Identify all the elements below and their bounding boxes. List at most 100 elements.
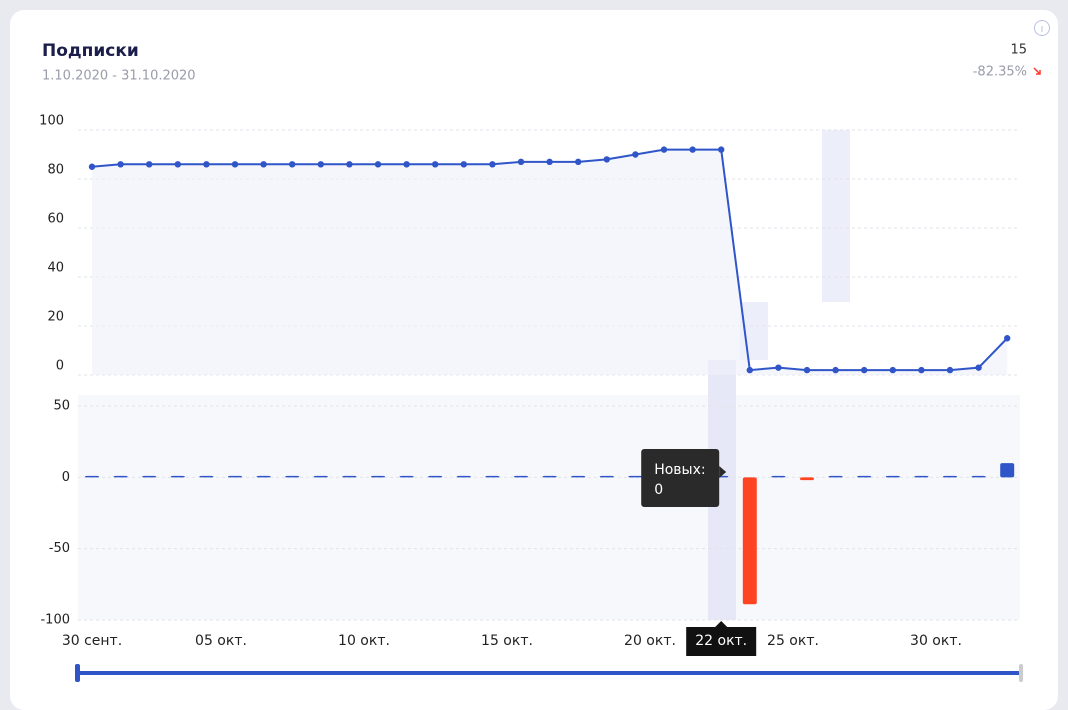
- bar: [828, 475, 843, 478]
- x-tick-label: 30 окт.: [910, 633, 962, 649]
- point: [803, 366, 811, 374]
- x-tick-label: 10 окт.: [338, 633, 390, 649]
- bar: [313, 475, 328, 478]
- bar: [599, 475, 614, 478]
- point: [861, 366, 868, 374]
- point: [746, 366, 753, 374]
- point: [374, 161, 382, 168]
- bar: [113, 475, 128, 478]
- bar: [228, 475, 242, 478]
- y-tick-label: 80: [47, 163, 64, 178]
- point: [289, 161, 296, 168]
- y-tick-label: 40: [47, 261, 64, 276]
- point: [432, 161, 439, 168]
- bar: [170, 475, 185, 478]
- slider-handle[interactable]: [1019, 664, 1023, 682]
- y-tick-label: 20: [47, 310, 64, 325]
- point: [203, 161, 210, 168]
- line-area: [92, 149, 1008, 375]
- y-tick-label: 50: [53, 399, 70, 414]
- point: [317, 161, 324, 168]
- marks: 0 20 40 60 80 100 -100 -50 0 50 30 сент. 05 окт. 10 …: [39, 114, 1020, 656]
- point: [975, 364, 982, 371]
- y-tick-label: -50: [49, 541, 70, 556]
- bar: [542, 475, 557, 478]
- bar: [256, 475, 271, 478]
- y-tick-label: -100: [40, 613, 70, 628]
- point: [832, 366, 839, 374]
- bar: [914, 475, 929, 478]
- bar: [943, 475, 957, 478]
- tooltip-label: Новых:: [654, 462, 705, 478]
- band: [822, 130, 850, 302]
- bar: [800, 477, 814, 481]
- y-tick-label: 60: [47, 212, 64, 227]
- x-label-pointer: [715, 621, 728, 627]
- bar: [514, 475, 528, 478]
- point: [489, 161, 496, 168]
- point: [718, 146, 725, 153]
- bar: [399, 475, 414, 478]
- slider-handle[interactable]: [75, 664, 80, 682]
- bar: [971, 475, 986, 478]
- x-label-highlight: [686, 627, 757, 656]
- bar: [85, 475, 99, 478]
- point: [946, 366, 954, 374]
- bar: [142, 475, 157, 478]
- point: [660, 146, 668, 153]
- total: 15: [1010, 43, 1027, 58]
- x-tick-label: 30 сент.: [62, 633, 122, 649]
- bar: [285, 475, 300, 478]
- bar: [742, 477, 757, 605]
- point: [546, 158, 553, 166]
- point: [460, 161, 467, 168]
- bar: [571, 475, 586, 478]
- point: [88, 163, 96, 170]
- point: [146, 161, 153, 168]
- tooltip: [641, 449, 720, 507]
- title: Подписки: [42, 41, 139, 61]
- point: [1004, 335, 1011, 342]
- point: [517, 158, 525, 166]
- x-tick-label: 05 окт.: [195, 633, 247, 649]
- bar-pane: [78, 395, 1020, 620]
- bar: [885, 475, 900, 478]
- point: [346, 161, 353, 168]
- point: [632, 151, 639, 158]
- bar: [771, 475, 786, 478]
- point: [117, 161, 124, 168]
- y-tick-label: 0: [62, 470, 70, 485]
- bar: [199, 475, 214, 478]
- y-tick-label: 100: [39, 114, 64, 129]
- point: [174, 161, 181, 168]
- x-tick-label: 15 окт.: [481, 633, 533, 649]
- point: [260, 161, 267, 168]
- point: [689, 146, 696, 153]
- bar: [485, 475, 500, 478]
- y-tick-label: 0: [56, 359, 64, 374]
- info-icon[interactable]: [1034, 20, 1050, 36]
- x-tick-label: 22 окт.: [695, 633, 747, 649]
- tooltip-pointer: [719, 466, 727, 478]
- bar: [628, 475, 643, 478]
- bar: [857, 475, 872, 478]
- point: [575, 158, 582, 166]
- down-arrow: [1033, 67, 1041, 75]
- x-tick-label: 20 окт.: [624, 633, 676, 649]
- point: [603, 156, 610, 163]
- bar: [1000, 463, 1015, 478]
- bar: [456, 475, 471, 478]
- change: -82.35%: [973, 65, 1027, 80]
- x-tick-label: 25 окт.: [767, 633, 819, 649]
- point: [775, 364, 782, 371]
- point: [231, 161, 239, 168]
- tooltip-value: 0: [654, 482, 663, 498]
- bar: [428, 475, 443, 478]
- bar: [342, 475, 357, 478]
- point: [403, 161, 410, 168]
- bar: [371, 475, 385, 478]
- point: [889, 366, 896, 374]
- date-range: 1.10.2020 - 31.10.2020: [42, 69, 196, 84]
